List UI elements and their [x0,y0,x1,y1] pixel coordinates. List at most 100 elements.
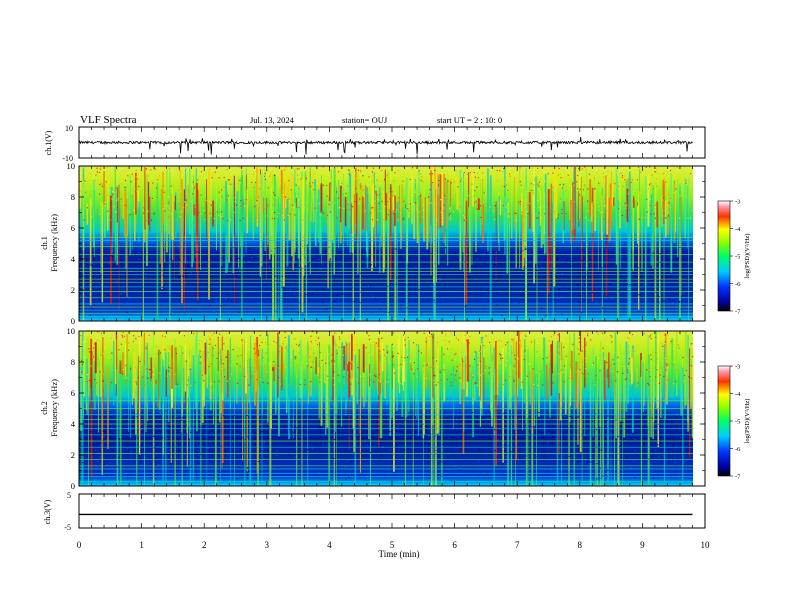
spectrogram-streak [292,349,294,439]
spectrogram-speckle [524,189,526,191]
spectrogram-speckle [154,478,157,480]
spectrogram-streak [144,365,145,486]
spectrogram-streak [114,166,116,262]
spectrogram-speckle [242,342,244,345]
spectrogram-speckle [234,197,236,199]
spectrogram-streak [544,174,547,254]
spectrogram-speckle [493,429,496,431]
spectrogram-speckle [485,198,487,200]
spectrogram-speckle [197,455,200,457]
spectrogram-speckle [629,293,632,295]
spectrogram-speckle [390,437,393,439]
spectrogram-speckle [489,438,492,440]
spectrogram-speckle [93,301,95,303]
spectrogram-ytick-label: 6 [71,388,75,398]
spectrogram-speckle [409,171,411,173]
spectrogram-speckle [204,212,206,214]
spectrogram-streak [573,168,575,229]
spectrogram-speckle [627,416,630,418]
spectrogram-speckle [333,384,335,386]
spectrogram-speckle [334,300,336,302]
spectrogram-speckle [607,262,610,264]
spectrogram-speckle [531,339,533,342]
spectrogram-speckle [79,187,81,189]
spectrogram-speckle [450,356,452,358]
spectrogram-speckle [521,381,523,383]
spectrogram-speckle [247,436,249,438]
spectrogram-speckle [574,347,576,349]
spectrogram-speckle [426,364,428,366]
spectrogram-speckle [180,191,182,193]
spectrogram-streak [138,201,140,243]
spectrogram-speckle [294,214,296,216]
spectrogram-speckle [416,292,418,294]
spectrogram-speckle [251,338,253,340]
spectrogram-streak [524,196,526,260]
spectrogram-speckle [169,313,172,315]
spectrogram-speckle [587,458,590,460]
spectrogram-speckle [174,374,176,376]
spectrogram-speckle [322,211,324,214]
spectrogram-streak [278,196,279,321]
spectrogram-speckle [292,204,294,206]
spectrogram-speckle [401,204,404,206]
spectrogram-streak [259,174,261,277]
spectrogram-speckle [135,284,138,286]
spectrogram-speckle [533,184,535,186]
spectrogram-speckle [163,191,165,193]
spectrogram-speckle [96,339,98,342]
spectrogram-streak [676,332,678,397]
spectrogram-streak [264,169,266,252]
spectrogram-speckle [325,382,327,384]
spectrogram-streak [570,199,572,244]
spectrogram-speckle [591,446,593,448]
spectrogram-speckle [223,295,225,297]
spectrogram-speckle [483,344,485,347]
spectrogram-streak [602,351,604,486]
spectrogram-speckle [682,380,685,382]
spectrogram-speckle [232,247,235,249]
spectrogram-speckle [555,438,557,440]
spectrogram-speckle [418,331,420,333]
spectrogram-speckle [665,300,668,302]
spectrogram-speckle [501,356,504,359]
spectrogram-speckle [305,202,308,204]
spectrogram-speckle [483,184,485,186]
spectrogram-speckle [574,301,577,303]
spectrogram-speckle [385,472,387,474]
spectrogram-speckle [150,219,153,221]
spectrogram-speckle [504,181,506,184]
spectrogram-speckle [282,196,284,198]
spectrogram-speckle [273,340,275,343]
spectrogram-speckle [316,343,319,346]
spectrogram-speckle [457,186,459,188]
spectrogram-speckle [246,374,248,376]
spectrogram-speckle [409,219,411,221]
spectrogram-speckle [334,202,336,204]
spectrogram-speckle [569,255,572,257]
spectrogram-speckle [650,183,653,185]
spectrogram-speckle [315,363,317,365]
spectrogram-speckle [651,171,653,173]
spectrogram-speckle [165,205,168,207]
spectrogram-speckle [576,181,578,183]
spectrogram-streak [543,191,545,234]
spectrogram-speckle [211,205,213,207]
spectrogram-speckle [122,336,124,338]
spectrogram-streak [260,195,262,233]
spectrogram-speckle [259,378,261,381]
spectrogram-speckle [130,451,132,453]
spectrogram-speckle [659,200,661,202]
spectrogram-speckle [434,375,436,377]
spectrogram-speckle [88,348,90,350]
spectrogram-speckle [561,338,563,340]
spectrogram-speckle [264,340,266,342]
spectrogram-speckle [349,219,351,221]
spectrogram-speckle [99,184,101,186]
spectrogram-speckle [110,423,113,425]
spectrogram-speckle [487,372,490,374]
spectrogram-speckle [582,200,585,202]
spectrogram-streak [371,185,373,272]
spectrogram-speckle [671,314,674,316]
spectrogram-speckle [290,194,292,196]
